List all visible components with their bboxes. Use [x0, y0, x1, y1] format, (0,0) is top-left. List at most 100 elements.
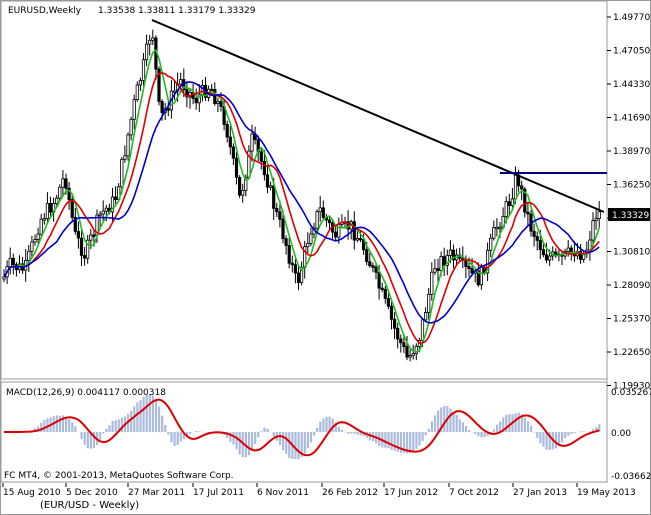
candle-body: [485, 249, 490, 274]
macd-histogram-bar: [55, 415, 58, 432]
candle-body: [114, 196, 118, 200]
candle-body: [523, 188, 527, 213]
macd-histogram-bar: [282, 432, 285, 450]
candle-body: [55, 197, 59, 204]
macd-histogram-bar: [409, 432, 412, 454]
macd-histogram-bar: [68, 419, 71, 432]
macd-histogram-bar: [74, 426, 77, 432]
candle-body: [144, 43, 149, 61]
candle-body: [244, 177, 248, 191]
candle-body: [470, 268, 474, 274]
candle-body: [365, 249, 369, 263]
candle-body: [36, 233, 40, 240]
candle-body: [423, 312, 428, 321]
candle-body: [535, 236, 539, 241]
macd-histogram-bar: [99, 432, 102, 440]
macd-histogram-bar: [387, 432, 390, 449]
candle-body: [507, 201, 511, 206]
macd-histogram-bar: [257, 432, 260, 438]
macd-histogram-bar: [483, 432, 486, 438]
date-tick-label: 5 Dec 2010: [66, 488, 118, 498]
candle-body: [492, 227, 496, 239]
macd-histogram-bar: [421, 432, 424, 441]
macd-histogram-bar: [455, 414, 458, 432]
date-tick-label: 15 Aug 2010: [3, 488, 61, 498]
candle-body: [414, 345, 418, 355]
candle-body: [70, 199, 74, 218]
macd-histogram-bar: [322, 418, 325, 432]
candle-body: [371, 265, 375, 268]
macd-histogram-bar: [402, 432, 406, 453]
candle-body: [33, 239, 37, 243]
candle-body: [138, 79, 142, 86]
macd-histogram-bar: [145, 394, 148, 432]
macd-histogram-bar: [288, 432, 291, 459]
macd-histogram-bar: [539, 432, 542, 444]
candle-body: [194, 97, 198, 104]
candle-body: [129, 118, 133, 136]
candle-body: [579, 250, 583, 260]
candle-body: [225, 124, 229, 138]
macd-histogram-bar: [108, 425, 111, 432]
date-tick-label: 7 Oct 2012: [449, 488, 499, 498]
macd-histogram-bar: [37, 426, 40, 432]
macd-histogram-bar: [294, 432, 297, 460]
macd-histogram-bar: [492, 429, 495, 432]
macd-signal-line: [4, 398, 600, 457]
trendline[interactable]: [151, 19, 605, 213]
candle-body: [141, 59, 146, 81]
candle-body: [420, 319, 425, 341]
macd-histogram-bar: [80, 432, 83, 440]
macd-histogram-bar: [353, 432, 356, 434]
moving-averages: [3, 48, 600, 353]
candle-body: [157, 68, 161, 102]
candle-body: [479, 267, 484, 286]
candle-body: [48, 203, 53, 213]
candle-body: [368, 261, 372, 267]
candle-body: [513, 174, 518, 200]
drawn-lines[interactable]: [151, 19, 607, 213]
macd-histogram-bar: [384, 432, 387, 448]
price-tick-label: 1.38970: [613, 147, 650, 157]
macd-histogram-bar: [111, 421, 114, 432]
macd-histogram-bar: [508, 414, 511, 432]
ma-fast-line: [3, 48, 600, 353]
candle-body: [73, 217, 77, 232]
macd-histogram-bar: [285, 432, 288, 454]
macd-histogram-bar: [468, 430, 471, 432]
candle-body: [83, 255, 87, 259]
macd-histogram-bar: [309, 432, 313, 443]
ohlc-readout: 1.33538 1.33811 1.33179 1.33329: [98, 6, 256, 16]
candlesticks: [2, 29, 601, 362]
price-tick-label: 1.44330: [613, 80, 650, 90]
macd-histogram-bar: [502, 417, 505, 432]
candle-body: [58, 186, 62, 199]
macd-histogram-bar: [254, 432, 257, 445]
macd-histogram-bar: [393, 432, 396, 451]
macd-histogram-bar: [297, 432, 300, 460]
candle-body: [510, 198, 515, 206]
macd-histogram-bar: [189, 432, 192, 434]
price-axis: 1.49770 1.47050 1.44330 1.41690 1.38970 1.362…: [607, 13, 650, 392]
candle-body: [265, 174, 270, 188]
ma-mid-line: [3, 72, 600, 344]
date-axis: 15 Aug 2010 5 Dec 2010 27 Mar 2011 17 Jul 2…: [2, 483, 636, 498]
candle-body: [281, 218, 285, 240]
macd-histogram-bar: [542, 432, 545, 447]
candle-body: [101, 210, 105, 215]
macd-histogram-bar: [424, 432, 427, 436]
candle-body: [197, 94, 201, 104]
candle-body: [250, 133, 254, 152]
date-tick-label: 17 Jul 2011: [193, 488, 244, 498]
macd-histogram-bar: [499, 421, 502, 432]
macd-histogram-bar: [195, 431, 198, 432]
macd-histogram-bar: [554, 432, 557, 449]
candle-body: [526, 211, 530, 215]
macd-histogram-bar: [495, 424, 499, 432]
macd-histogram-bar: [139, 400, 142, 432]
macd-histogram-bar: [536, 432, 539, 438]
macd-histogram-bar: [117, 419, 120, 432]
candle-body: [216, 101, 220, 104]
candle-body: [380, 287, 384, 291]
